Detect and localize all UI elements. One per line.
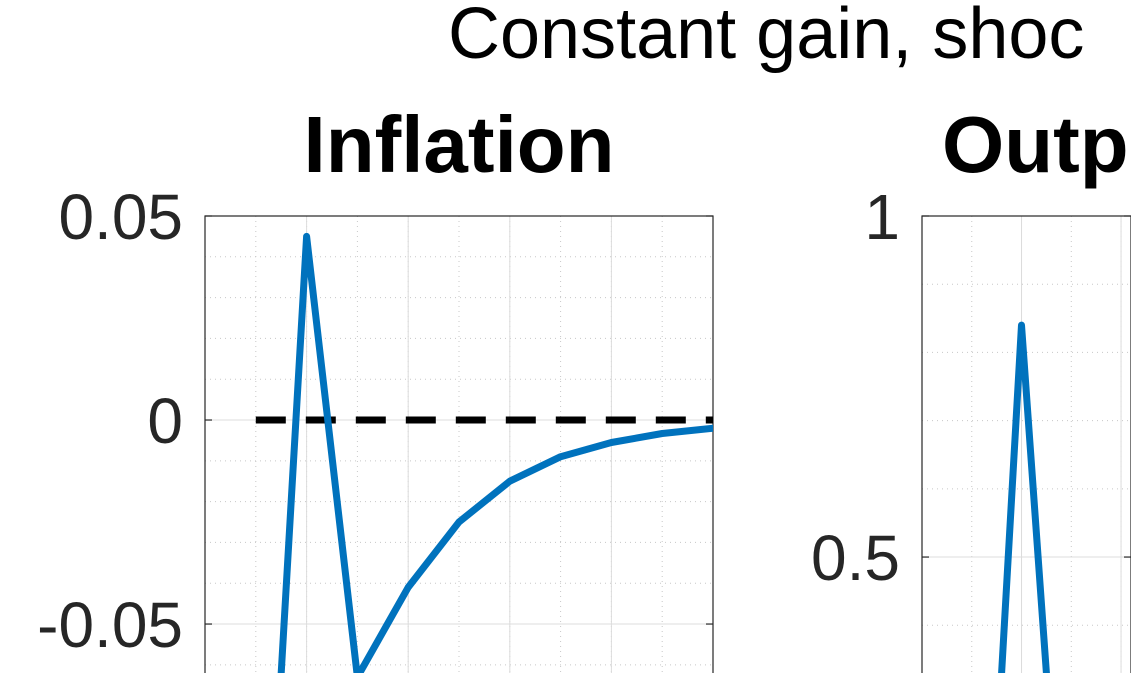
inflation-title: Inflation — [303, 100, 614, 189]
series-line — [998, 321, 1050, 673]
y-tick-label: 0.5 — [811, 522, 900, 594]
y-tick-label: 0.05 — [58, 181, 183, 253]
y-tick-label: -0.05 — [37, 589, 183, 661]
inflation-panel: -0.05 0 0.05 — [37, 181, 714, 673]
output-title: Outp — [942, 100, 1129, 189]
series-line — [277, 232, 713, 673]
figure-title: Constant gain, shoc — [448, 0, 1084, 74]
axes-box — [921, 215, 1131, 673]
y-tick-label: 0 — [147, 385, 183, 457]
output-panel: 0.51 — [811, 181, 1131, 673]
axes-box — [204, 215, 714, 673]
y-tick-label: 1 — [864, 181, 900, 253]
